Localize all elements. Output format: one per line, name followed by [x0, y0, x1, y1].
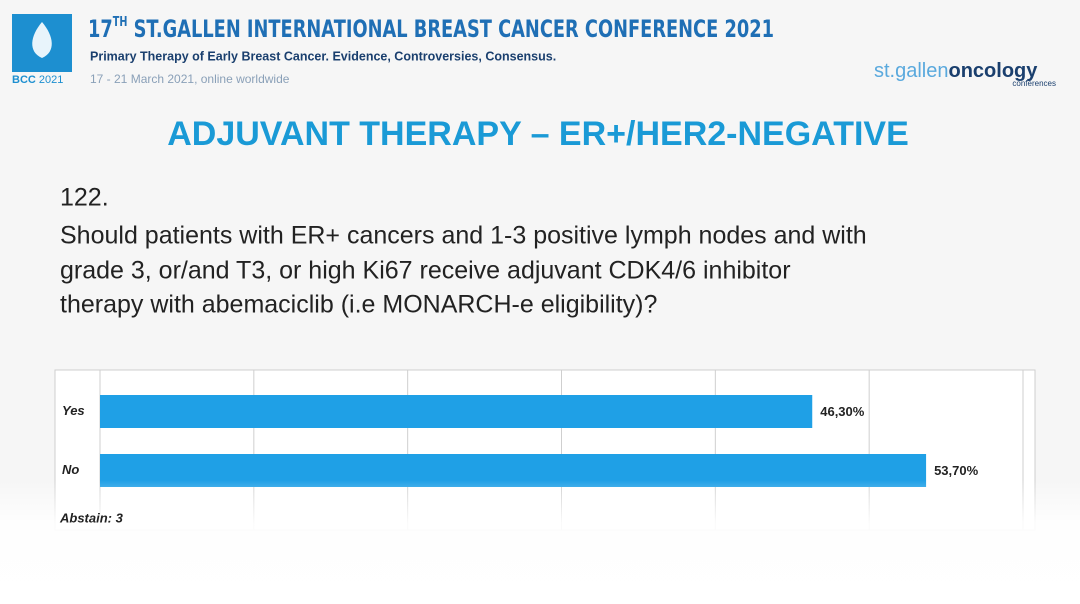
question-line: Should patients with ER+ cancers and 1-3… [60, 222, 867, 250]
category-label: Yes [62, 403, 85, 418]
logo-text: BCC 2021 [12, 74, 63, 86]
logo-drop [32, 22, 52, 58]
bar [100, 395, 813, 428]
right-logo: st.gallenoncology [874, 60, 1038, 82]
slide-title: ADJUVANT THERAPY – ER+/HER2-NEGATIVE [167, 115, 909, 153]
value-label: 46,30% [820, 404, 865, 419]
right-logo-sub: conferences [1012, 79, 1056, 88]
logo-left: BCC [12, 74, 36, 86]
chart-note: Abstain: 3 [59, 510, 124, 525]
title-sup: TH [113, 15, 128, 30]
logo-year: 2021 [39, 74, 63, 86]
question-number: 122. [60, 184, 109, 212]
conference-dates: 17 - 21 March 2021, online worldwide [90, 72, 290, 86]
category-label: No [62, 462, 79, 477]
conference-subtitle: Primary Therapy of Early Breast Cancer. … [90, 49, 556, 63]
conference-title: 17TH ST.GALLEN INTERNATIONAL BREAST CANC… [88, 15, 774, 44]
question-line: therapy with abemaciclib (i.e MONARCH-e … [60, 291, 657, 319]
title-rest: ST.GALLEN INTERNATIONAL BREAST CANCER CO… [127, 15, 774, 43]
logo-right-a: st.gallen [874, 60, 949, 82]
logo-right-b: oncology [949, 60, 1039, 82]
title-number: 17 [88, 15, 113, 43]
question-line: grade 3, or/and T3, or high Ki67 receive… [60, 257, 791, 285]
bottom-fade [0, 480, 1080, 604]
value-label: 53,70% [934, 463, 979, 478]
